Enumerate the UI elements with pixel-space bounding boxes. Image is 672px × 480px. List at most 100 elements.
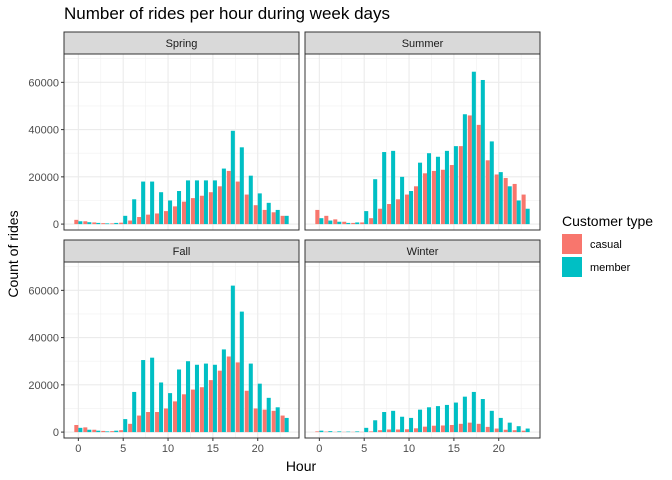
x-tick-label: 10 — [403, 443, 415, 455]
bar-spring-member-hour-6 — [132, 199, 137, 225]
bar-summer-member-hour-0 — [319, 218, 324, 225]
x-tick-label: 5 — [361, 443, 367, 455]
bar-spring-member-hour-20 — [257, 193, 262, 225]
bar-fall-casual-hour-8 — [146, 412, 151, 433]
bar-winter-member-hour-22 — [516, 426, 521, 433]
bar-winter-casual-hour-21 — [503, 429, 508, 433]
bar-fall-member-hour-15 — [212, 364, 217, 433]
bar-summer-casual-hour-16 — [458, 146, 463, 225]
y-tick-label: 40000 — [28, 333, 59, 345]
bar-summer-member-hour-20 — [498, 172, 503, 225]
bar-fall-casual-hour-1 — [83, 427, 88, 433]
bar-summer-member-hour-12 — [426, 153, 432, 225]
panel-winter: Winter 0 5 10 15 20 — [304, 239, 541, 455]
bar-spring-casual-hour-19 — [244, 194, 249, 225]
y-tick-label: 0 — [53, 427, 59, 439]
bar-summer-casual-hour-23 — [521, 194, 526, 225]
bar-spring-member-hour-13 — [194, 180, 199, 225]
x-tick-label: 0 — [75, 443, 81, 455]
bar-spring-casual-hour-5 — [119, 222, 124, 225]
bar-spring-casual-hour-22 — [271, 212, 276, 225]
y-tick-label: 0 — [53, 219, 59, 231]
bar-spring-casual-hour-15 — [208, 192, 213, 225]
x-tick-label: 20 — [252, 443, 264, 455]
bar-spring-casual-hour-2 — [92, 222, 97, 225]
panels-layer: Spring 0 20000 40000 60000 Summer Fall 0 20000 40… — [28, 31, 541, 455]
bar-winter-casual-hour-12 — [422, 426, 427, 433]
bar-spring-casual-hour-17 — [226, 170, 231, 225]
bar-winter-casual-hour-10 — [405, 429, 410, 433]
y-axis-title: Count of rides — [5, 210, 21, 297]
bar-winter-member-hour-5 — [364, 427, 369, 433]
bar-spring-member-hour-10 — [168, 200, 173, 225]
bar-summer-casual-hour-3 — [342, 221, 347, 225]
bar-fall-casual-hour-22 — [271, 410, 276, 433]
bar-winter-member-hour-12 — [426, 407, 432, 433]
bar-winter-casual-hour-11 — [413, 428, 419, 433]
x-tick-label: 15 — [448, 443, 460, 455]
legend-title: Customer type — [562, 213, 653, 229]
bar-spring-member-hour-7 — [141, 181, 146, 225]
bar-fall-casual-hour-5 — [119, 430, 124, 433]
bar-summer-casual-hour-7 — [378, 208, 383, 225]
bar-summer-member-hour-18 — [480, 79, 485, 225]
bar-spring-casual-hour-6 — [128, 220, 133, 225]
bar-spring-casual-hour-11 — [172, 206, 178, 225]
bar-fall-casual-hour-0 — [74, 425, 79, 433]
bar-spring-casual-hour-20 — [253, 205, 258, 225]
strip-label-summer: Summer — [402, 38, 444, 50]
bar-spring-member-hour-1 — [87, 222, 92, 225]
bar-winter-member-hour-8 — [391, 410, 396, 433]
y-tick-label: 20000 — [28, 172, 59, 184]
bar-spring-casual-hour-0 — [74, 219, 79, 225]
bar-spring-member-hour-0 — [78, 221, 83, 225]
bar-winter-member-hour-18 — [480, 399, 485, 433]
bar-fall-casual-hour-10 — [164, 408, 169, 433]
legend-label-member: member — [590, 262, 631, 274]
bar-summer-member-hour-13 — [435, 156, 440, 225]
bar-spring-casual-hour-7 — [137, 217, 142, 225]
bar-summer-member-hour-15 — [453, 146, 458, 225]
bar-fall-member-hour-9 — [159, 382, 164, 433]
bar-fall-member-hour-3 — [105, 431, 110, 433]
bar-summer-casual-hour-2 — [333, 219, 338, 225]
bar-summer-casual-hour-12 — [422, 173, 427, 225]
bar-winter-casual-hour-7 — [378, 430, 383, 433]
bar-spring-member-hour-4 — [114, 222, 119, 225]
bar-spring-member-hour-12 — [185, 180, 191, 225]
y-tick-label: 40000 — [28, 125, 59, 137]
bar-winter-casual-hour-15 — [449, 425, 454, 433]
bar-summer-member-hour-16 — [462, 114, 467, 225]
bar-fall-member-hour-22 — [275, 407, 280, 433]
legend-key-casual — [562, 234, 582, 254]
bar-fall-member-hour-1 — [87, 429, 92, 433]
bar-fall-casual-hour-16 — [217, 370, 222, 433]
bar-winter-casual-hour-20 — [494, 428, 499, 433]
bar-spring-member-hour-15 — [212, 180, 217, 225]
bar-winter-casual-hour-6 — [369, 431, 374, 433]
bar-fall-casual-hour-9 — [155, 412, 160, 433]
bar-winter-member-hour-17 — [471, 391, 476, 433]
x-tick-label: 20 — [493, 443, 505, 455]
chart-title: Number of rides per hour during week day… — [64, 4, 390, 23]
bar-winter-casual-hour-8 — [387, 429, 392, 433]
panel-background — [305, 262, 540, 438]
panel-border — [304, 261, 541, 439]
legend-key-member — [562, 257, 582, 277]
bar-summer-casual-hour-4 — [351, 222, 356, 225]
bar-winter-member-hour-0 — [319, 430, 324, 433]
bar-fall-member-hour-14 — [203, 363, 208, 433]
bar-summer-member-hour-7 — [382, 152, 387, 225]
bar-fall-casual-hour-13 — [190, 389, 195, 433]
bar-winter-member-hour-14 — [444, 404, 449, 433]
bar-fall-casual-hour-17 — [226, 356, 231, 433]
bar-summer-casual-hour-15 — [449, 165, 454, 225]
legend-label-casual: casual — [590, 239, 622, 251]
bar-summer-member-hour-2 — [337, 221, 342, 225]
bar-summer-casual-hour-5 — [360, 222, 365, 225]
bar-winter-member-hour-16 — [462, 396, 467, 433]
bar-spring-member-hour-16 — [221, 168, 226, 225]
bar-fall-member-hour-19 — [248, 363, 253, 433]
bar-fall-casual-hour-23 — [280, 415, 285, 433]
